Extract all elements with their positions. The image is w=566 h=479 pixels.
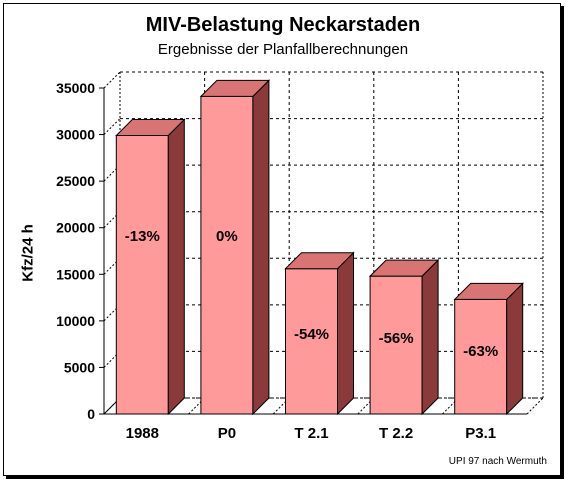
x-tick-label: 1988: [126, 425, 159, 442]
x-tick-label: T 2.1: [294, 425, 328, 442]
floor-diagonal: [526, 397, 544, 415]
bar-side: [337, 251, 354, 416]
y-tick-label: 35000: [56, 80, 95, 96]
chart-subtitle: Ergebnisse der Planfallberechnungen: [157, 41, 409, 58]
bar-data-label: 0%: [216, 228, 238, 245]
bar-top: [368, 259, 440, 277]
y-tick-label: 15000: [56, 266, 95, 282]
bar-top: [199, 79, 271, 97]
bar-data-label: -56%: [379, 330, 414, 347]
bar-side: [506, 282, 524, 416]
y-tick-label: 10000: [56, 313, 95, 329]
y-tick-label: 0: [87, 406, 95, 422]
bar-data-label: -13%: [125, 228, 160, 245]
x-tick-label: P3.1: [465, 425, 496, 442]
y-tick-label: 30000: [56, 127, 95, 143]
grid-side-diagonal: [103, 71, 121, 89]
grid-side-diagonal: [103, 118, 121, 135]
chart-title: MIV-Belastung Neckarstaden: [145, 14, 421, 36]
bar: [285, 268, 338, 415]
x-tick-label: T 2.2: [379, 425, 413, 442]
bar: [115, 135, 169, 415]
bar-top: [115, 119, 186, 137]
bar-side: [167, 118, 185, 416]
bar-data-label: -63%: [463, 343, 498, 360]
source-note: UPI 97 nach Wermuth: [448, 456, 547, 467]
y-tick-label: 5000: [64, 359, 95, 375]
bar: [454, 298, 508, 415]
bar-top: [453, 282, 524, 300]
x-tick-label: P0: [218, 425, 236, 442]
y-tick-label: 25000: [56, 173, 95, 189]
bar-side: [421, 258, 439, 416]
bar: [200, 95, 254, 415]
bar-side: [252, 79, 270, 416]
bar-data-label: -54%: [294, 326, 329, 343]
bar: [369, 275, 423, 415]
bar-top: [284, 252, 355, 270]
y-tick-label: 20000: [56, 220, 95, 236]
